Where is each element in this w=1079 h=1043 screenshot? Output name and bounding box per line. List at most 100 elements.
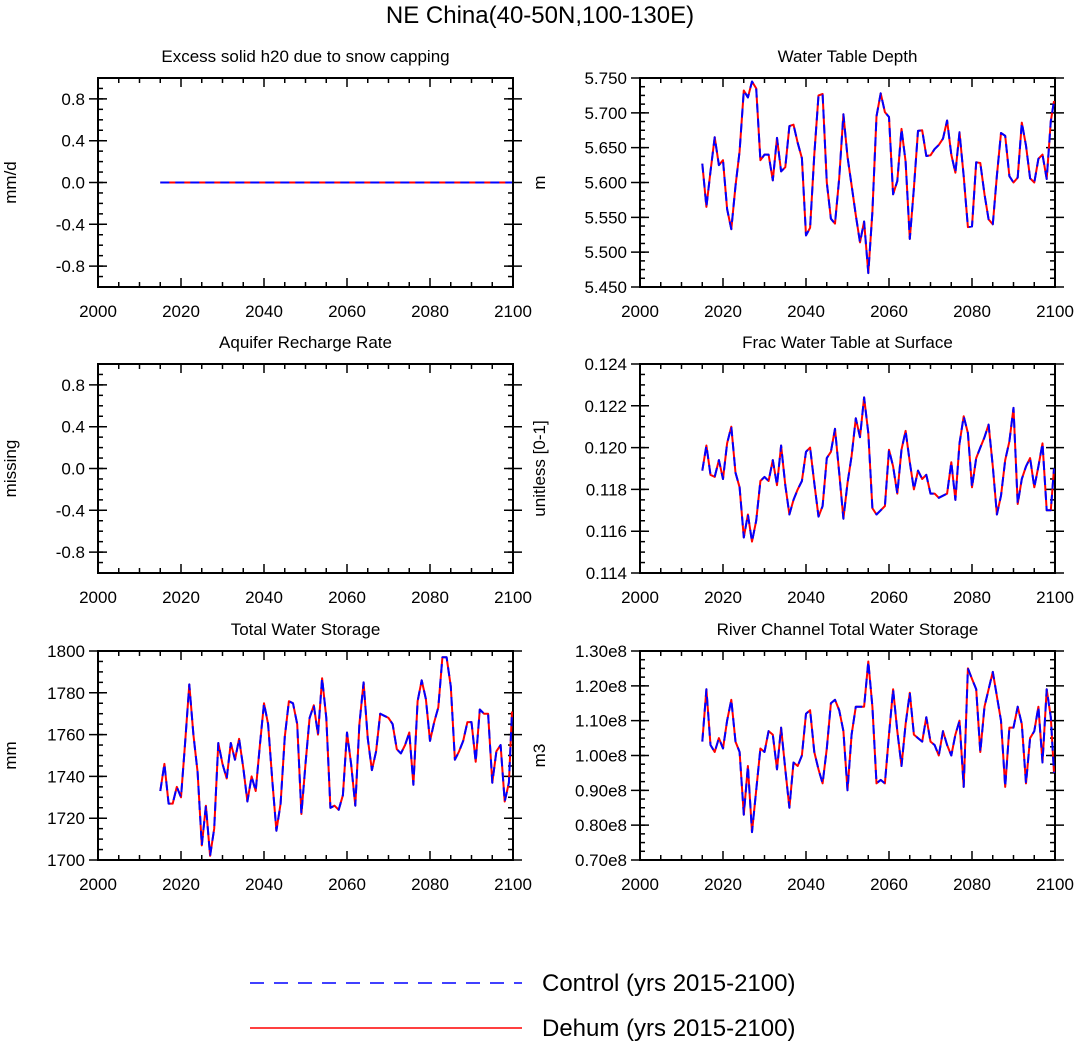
- x-tick-label: 2000: [621, 588, 659, 607]
- y-tick-label: 0.118: [586, 480, 627, 499]
- y-tick-label: 5.750: [584, 69, 627, 88]
- y-tick-label: 0.8: [61, 376, 85, 395]
- y-tick-label: 1700: [47, 851, 85, 870]
- panel-6: River Channel Total Water Storage 2000 202…: [530, 620, 1074, 894]
- y-tick-label: 0.0: [61, 174, 85, 193]
- panel-title: Aquifer Recharge Rate: [219, 333, 392, 352]
- x-tick-label: 2040: [245, 588, 283, 607]
- y-tick-label: 0.116: [586, 522, 627, 541]
- x-tick-label: 2020: [162, 302, 200, 321]
- x-tick-label: 2020: [704, 875, 742, 894]
- x-tick-label: 2080: [953, 875, 991, 894]
- x-tick-label: 2000: [79, 875, 117, 894]
- y-axis-label: m: [530, 175, 549, 189]
- y-tick-label: 5.500: [584, 243, 627, 262]
- x-tick-label: 2100: [494, 875, 532, 894]
- x-tick-label: 2060: [870, 875, 908, 894]
- x-tick-label: 2000: [621, 302, 659, 321]
- plot-frame: [639, 650, 1056, 861]
- y-tick-label: 1760: [47, 726, 85, 745]
- y-tick-label: 5.450: [584, 278, 627, 297]
- x-tick-label: 2080: [411, 302, 449, 321]
- series-control-line: [701, 660, 1055, 834]
- y-axis-label: missing: [1, 440, 20, 498]
- y-tick-label: 0.4: [61, 418, 85, 437]
- y-tick-label: 0.0: [61, 460, 85, 479]
- x-tick-label: 2040: [245, 875, 283, 894]
- legend-label-control: Control (yrs 2015-2100): [542, 970, 795, 997]
- y-tick-label: -0.4: [56, 215, 85, 234]
- panel-title: River Channel Total Water Storage: [717, 620, 979, 639]
- y-tick-label: 0.70e8: [575, 851, 627, 870]
- x-tick-label: 2080: [411, 875, 449, 894]
- y-tick-label: 0.90e8: [575, 781, 627, 800]
- y-tick-label: 1.10e8: [575, 712, 627, 731]
- panel-3: Aquifer Recharge Rate 2000 2020 2040 2060 208…: [1, 333, 532, 607]
- panel-5: Total Water Storage 2000 2020 2040 2060 2080 2…: [1, 620, 532, 894]
- panel-1: Excess solid h20 due to snow capping 2000…: [1, 47, 532, 321]
- panel-4: Frac Water Table at Surface 2000 2020 2040 2…: [530, 333, 1074, 607]
- y-tick-label: 0.80e8: [575, 816, 627, 835]
- y-tick-label: 1740: [47, 767, 85, 786]
- x-tick-label: 2020: [704, 302, 742, 321]
- x-tick-label: 2020: [162, 588, 200, 607]
- y-tick-label: 0.8: [61, 90, 85, 109]
- x-tick-label: 2060: [328, 302, 366, 321]
- x-tick-label: 2060: [328, 588, 366, 607]
- x-tick-label: 2000: [79, 302, 117, 321]
- x-tick-label: 2080: [411, 588, 449, 607]
- y-tick-label: 0.4: [61, 132, 85, 151]
- series-control-line: [701, 396, 1055, 543]
- x-tick-label: 2060: [870, 588, 908, 607]
- y-tick-label: 5.600: [584, 174, 627, 193]
- y-tick-label: -0.8: [56, 543, 85, 562]
- x-tick-label: 2100: [494, 302, 532, 321]
- series-dehum-line: [701, 396, 1055, 543]
- panel-title: Frac Water Table at Surface: [742, 333, 953, 352]
- y-tick-label: 0.122: [584, 397, 627, 416]
- series-control-line: [701, 80, 1055, 275]
- x-tick-label: 2040: [787, 588, 825, 607]
- panel-title: Total Water Storage: [231, 620, 381, 639]
- y-tick-label: 1800: [47, 642, 85, 661]
- series-dehum-line: [701, 80, 1055, 275]
- x-tick-label: 2020: [704, 588, 742, 607]
- x-tick-label: 2100: [1036, 875, 1074, 894]
- y-axis-label: mm/d: [1, 161, 20, 204]
- y-axis-label: mm: [1, 741, 20, 769]
- plot-frame: [639, 77, 1056, 288]
- series-dehum-line: [701, 660, 1055, 834]
- plot-frame: [97, 363, 514, 574]
- panel-2: Water Table Depth 2000 2020 2040 2060 2080 210…: [530, 47, 1074, 321]
- y-tick-label: 1.30e8: [575, 642, 627, 661]
- y-tick-label: 5.550: [584, 208, 627, 227]
- y-tick-label: 1.00e8: [575, 747, 627, 766]
- x-tick-label: 2000: [79, 588, 117, 607]
- y-tick-label: -0.4: [56, 501, 85, 520]
- x-tick-label: 2000: [621, 875, 659, 894]
- panels: Excess solid h20 due to snow capping 2000…: [1, 47, 1074, 894]
- panel-title: Water Table Depth: [778, 47, 918, 66]
- y-tick-label: 5.650: [584, 139, 627, 158]
- legend: Control (yrs 2015-2100) Dehum (yrs 2015-…: [250, 970, 795, 1042]
- legend-label-dehum: Dehum (yrs 2015-2100): [542, 1015, 795, 1042]
- x-tick-label: 2040: [787, 875, 825, 894]
- panel-title: Excess solid h20 due to snow capping: [161, 47, 449, 66]
- y-tick-label: 1780: [47, 684, 85, 703]
- x-tick-label: 2080: [953, 588, 991, 607]
- x-tick-label: 2040: [787, 302, 825, 321]
- x-tick-label: 2040: [245, 302, 283, 321]
- y-tick-label: -0.8: [56, 257, 85, 276]
- y-axis-label: m3: [530, 744, 549, 768]
- y-tick-label: 0.114: [586, 564, 627, 583]
- y-tick-label: 0.120: [584, 439, 627, 458]
- y-tick-label: 5.700: [584, 104, 627, 123]
- x-tick-label: 2060: [870, 302, 908, 321]
- x-tick-label: 2100: [1036, 302, 1074, 321]
- y-tick-label: 1.20e8: [575, 677, 627, 696]
- y-tick-label: 1720: [47, 809, 85, 828]
- series-dehum-line: [159, 656, 513, 857]
- x-tick-label: 2100: [494, 588, 532, 607]
- series-control-line: [159, 656, 513, 857]
